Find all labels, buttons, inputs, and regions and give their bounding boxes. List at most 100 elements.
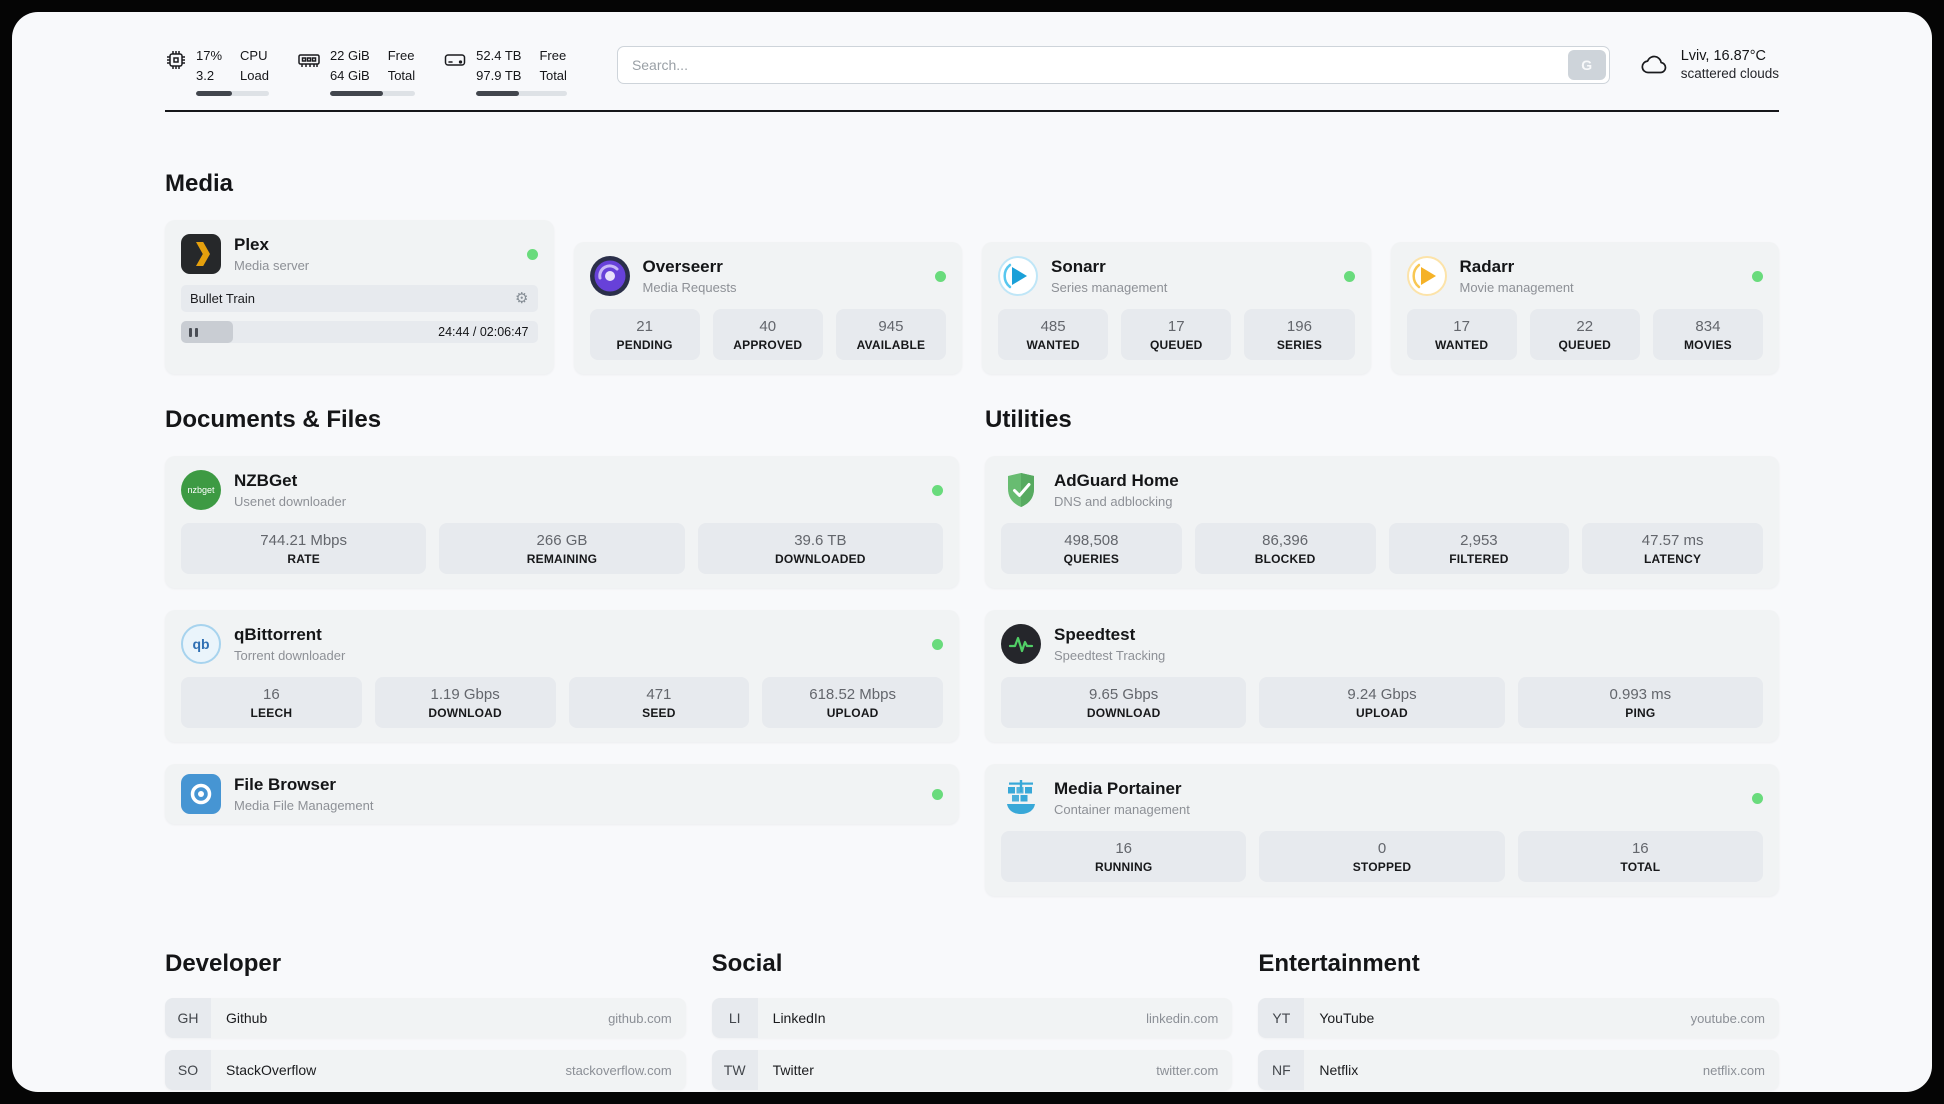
- stat-label: LEECH: [250, 706, 293, 720]
- app-card-nzbget[interactable]: nzbget NZBGet Usenet downloader 744.21 M…: [165, 456, 959, 588]
- weather-widget: Lviv, 16.87°C scattered clouds: [1640, 48, 1779, 81]
- section-heading-social: Social: [711, 950, 783, 977]
- app-card-adguard[interactable]: AdGuard Home DNS and adblocking 498,508 …: [985, 456, 1779, 588]
- search-engine-button[interactable]: G: [1567, 50, 1606, 80]
- stat-value: 16: [1115, 840, 1132, 857]
- app-card-filebrowser[interactable]: File Browser Media File Management: [165, 764, 959, 824]
- stat-label: DOWNLOADED: [774, 552, 866, 566]
- bookmark-linkedin[interactable]: LI LinkedIn linkedin.com: [711, 998, 1233, 1038]
- stat-value: 744.21 Mbps: [260, 532, 348, 549]
- stat-value: 2,953: [1460, 532, 1498, 549]
- stat-value: 485: [1040, 318, 1066, 335]
- app-name: Overseerr: [642, 257, 723, 276]
- player-progress-row[interactable]: 24:44 / 02:06:47: [181, 321, 538, 343]
- stat-label: UPLOAD: [826, 706, 879, 720]
- app-subtitle: Media Requests: [642, 280, 737, 295]
- stat-value: 86,396: [1262, 532, 1309, 549]
- stat-value: 0: [1377, 840, 1387, 857]
- bookmark-github[interactable]: GH Github github.com: [165, 998, 686, 1038]
- stat-box: 196 SERIES: [1244, 309, 1355, 360]
- status-dot-online: [932, 484, 943, 496]
- radarr-icon: [1406, 256, 1447, 296]
- stat-box: 266 GB REMAINING: [439, 523, 685, 574]
- status-dot-online: [1752, 270, 1763, 282]
- bookmarks-entertainment: Entertainment YT YouTube youtube.com NF …: [1258, 950, 1779, 1092]
- app-card-qbittorrent[interactable]: qb qBittorrent Torrent downloader 16 LEE…: [165, 610, 959, 742]
- ram-progress-bar: [329, 91, 416, 96]
- weather-location: Lviv, 16.87°C: [1680, 48, 1767, 64]
- stat-box: 485 WANTED: [998, 309, 1109, 360]
- bookmarks-social: Social LI LinkedIn linkedin.com TW Twitt…: [711, 950, 1233, 1092]
- app-card-portainer[interactable]: Media Portainer Container management 16 …: [985, 764, 1779, 896]
- portainer-icon: [1007, 780, 1035, 814]
- stat-label: QUEUED: [1558, 338, 1612, 352]
- documents-column: Documents & Files nzbget NZBGet Usenet d…: [165, 406, 959, 896]
- app-name: File Browser: [234, 775, 337, 794]
- cloud-icon: [1641, 55, 1666, 73]
- stat-label: STOPPED: [1352, 860, 1412, 874]
- bookmark-name: YouTube: [1319, 1010, 1375, 1026]
- stat-value: 17: [1453, 318, 1470, 335]
- pause-button[interactable]: [181, 321, 233, 343]
- bookmark-name: Netflix: [1319, 1062, 1359, 1078]
- cpu-label-1: CPU: [240, 48, 268, 63]
- stat-value: 40: [759, 318, 777, 335]
- stat-box: 47.57 ms LATENCY: [1582, 523, 1763, 574]
- bookmark-badge: NF: [1258, 1050, 1305, 1090]
- bookmark-netflix[interactable]: NF Netflix netflix.com: [1258, 1050, 1779, 1090]
- bookmark-youtube[interactable]: YT YouTube youtube.com: [1258, 998, 1779, 1038]
- disk-widget: 52.4 TB 97.9 TB Free Total: [443, 46, 567, 96]
- stat-box: 0.993 ms PING: [1517, 677, 1763, 728]
- section-heading-developer: Developer: [165, 950, 282, 977]
- stat-label: SEED: [642, 706, 676, 720]
- app-name: Media Portainer: [1054, 779, 1182, 798]
- stat-box: 744.21 Mbps RATE: [181, 523, 427, 574]
- stat-value: 9.65 Gbps: [1089, 686, 1159, 703]
- stat-label: FILTERED: [1449, 552, 1509, 566]
- bookmark-badge: SO: [165, 1050, 211, 1090]
- app-card-overseerr[interactable]: Overseerr Media Requests 21 PENDING 40 A…: [573, 242, 962, 374]
- top-bar: 17% 3.2 CPU Load: [165, 46, 1779, 96]
- stat-value: 21: [636, 318, 653, 335]
- stat-box: 21 PENDING: [589, 309, 700, 360]
- stat-box: 17 QUEUED: [1121, 309, 1232, 360]
- stat-label: PING: [1625, 706, 1656, 720]
- app-name: Sonarr: [1051, 257, 1106, 276]
- stat-box: 22 QUEUED: [1529, 309, 1640, 360]
- player-time: 24:44 / 02:06:47: [438, 325, 529, 339]
- stat-label: UPLOAD: [1356, 706, 1408, 720]
- search-input[interactable]: [616, 46, 1610, 84]
- stat-box: 17 WANTED: [1406, 309, 1517, 360]
- gear-icon[interactable]: ⚙: [515, 290, 529, 307]
- app-subtitle: Torrent downloader: [234, 648, 346, 663]
- bookmark-name: LinkedIn: [772, 1010, 826, 1026]
- bookmark-url: stackoverflow.com: [565, 1062, 672, 1078]
- cpu-widget: 17% 3.2 CPU Load: [165, 46, 269, 96]
- stat-box: 86,396 BLOCKED: [1194, 523, 1376, 574]
- app-card-plex[interactable]: Plex Media server Bullet Train ⚙ 24:44 /…: [165, 220, 554, 374]
- bookmark-twitter[interactable]: TW Twitter twitter.com: [711, 1050, 1233, 1090]
- stat-box: 40 APPROVED: [712, 309, 823, 360]
- weather-condition: scattered clouds: [1680, 66, 1779, 81]
- ram-free-value: 22 GiB: [329, 48, 370, 63]
- ram-label-2: Total: [387, 67, 416, 83]
- stat-box: 618.52 Mbps UPLOAD: [762, 677, 943, 728]
- app-card-speedtest[interactable]: Speedtest Speedtest Tracking 9.65 Gbps D…: [985, 610, 1779, 742]
- disk-label-2: Total: [539, 67, 567, 83]
- plex-icon: [181, 234, 221, 274]
- bookmark-name: Github: [226, 1010, 268, 1026]
- sonarr-icon: [998, 256, 1038, 296]
- now-playing-row: Bullet Train ⚙: [181, 285, 538, 312]
- adguard-icon: [1008, 473, 1034, 507]
- cpu-percent: 17%: [196, 48, 223, 63]
- status-dot-online: [932, 638, 943, 650]
- app-card-sonarr[interactable]: Sonarr Series management 485 WANTED 17 Q…: [982, 242, 1371, 374]
- stat-label: DOWNLOAD: [428, 706, 502, 720]
- stat-value: 945: [878, 318, 904, 335]
- bookmark-stackoverflow[interactable]: SO StackOverflow stackoverflow.com: [165, 1050, 686, 1090]
- app-card-radarr[interactable]: Radarr Movie management 17 WANTED 22 QUE…: [1390, 242, 1779, 374]
- overseerr-icon: [589, 256, 630, 296]
- stat-value: 39.6 TB: [794, 532, 847, 549]
- stat-box: 834 MOVIES: [1652, 309, 1764, 360]
- stat-box: 945 AVAILABLE: [835, 309, 947, 360]
